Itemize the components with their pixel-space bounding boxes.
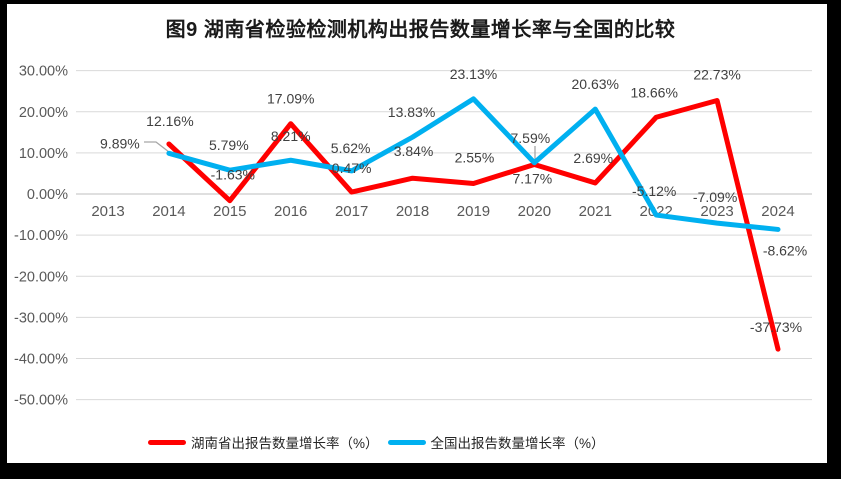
x-axis-tick-label: 2013: [91, 203, 124, 220]
y-axis-tick-label: 20.00%: [19, 105, 68, 121]
legend-hunan-label: 湖南省出报告数量增长率（%）: [191, 436, 379, 451]
data-point-label: 7.59%: [511, 130, 551, 146]
data-point-label: 0.47%: [332, 160, 372, 176]
x-axis-tick-label: 2020: [518, 203, 551, 220]
data-point-label: 12.16%: [146, 113, 193, 129]
y-axis-tick-label: 0.00%: [27, 187, 68, 203]
legend-hunan-line-swatch: [148, 439, 186, 445]
data-point-label: 2.69%: [573, 150, 613, 166]
data-point-label: -1.63%: [211, 167, 255, 183]
legend-national-label: 全国出报告数量增长率（%）: [430, 436, 605, 451]
data-point-label: 23.13%: [450, 66, 497, 82]
x-axis-tick-label: 2024: [761, 203, 794, 220]
data-point-label: -8.62%: [763, 242, 807, 258]
chart-title: 图9 湖南省检验检测机构出报告数量增长率与全国的比较: [165, 19, 676, 41]
chart-legend: 湖南省出报告数量增长率（%） 全国出报告数量增长率（%）: [148, 431, 614, 453]
x-axis-tick-label: 2023: [700, 203, 733, 220]
hunan-series-line: [166, 98, 781, 352]
y-axis-tick-label: -10.00%: [14, 228, 68, 244]
data-point-label: -37.73%: [750, 319, 802, 335]
data-point-label: 17.09%: [267, 91, 314, 107]
data-point-label: 2.55%: [455, 150, 495, 166]
y-axis-tick-label: 10.00%: [19, 146, 68, 162]
data-point-label: 13.83%: [388, 104, 435, 120]
y-axis-tick-label: -20.00%: [14, 269, 68, 285]
y-axis-tick-label: -40.00%: [14, 352, 68, 368]
x-axis-tick-label: 2021: [579, 203, 612, 220]
data-point-label: 20.63%: [572, 76, 619, 92]
data-point-label: 9.89%: [100, 135, 140, 151]
data-point-label: 18.66%: [630, 84, 677, 100]
legend-item-national: 全国出报告数量增长率（%）: [387, 432, 605, 452]
x-axis-tick-label: 2017: [335, 203, 368, 220]
data-label-leader-line: [144, 141, 170, 153]
y-axis-tick-label: -30.00%: [14, 310, 68, 326]
data-point-label: 22.73%: [693, 67, 740, 83]
x-axis-tick-label: 2019: [457, 203, 490, 220]
data-point-label: -7.09%: [693, 189, 737, 205]
x-axis-tick-label: 2015: [213, 203, 246, 220]
legend-national-line-swatch: [387, 439, 426, 445]
national-series-line: [166, 96, 781, 232]
x-axis-tick-label: 2014: [152, 203, 185, 220]
data-point-label: 3.84%: [394, 143, 434, 159]
data-point-label: -5.12%: [632, 183, 676, 199]
x-axis-tick-label: 2016: [274, 203, 307, 220]
data-point-label: 8.21%: [271, 128, 311, 144]
y-axis-tick-label: -50.00%: [14, 393, 68, 409]
data-point-label: 5.79%: [209, 137, 249, 153]
legend-item-hunan: 湖南省出报告数量增长率（%）: [148, 432, 379, 452]
data-point-label: 5.62%: [331, 140, 371, 156]
x-axis-tick-label: 2018: [396, 203, 429, 220]
chart-canvas: [7, 4, 827, 463]
y-axis-tick-label: 30.00%: [19, 64, 68, 80]
data-point-label: 7.17%: [513, 171, 553, 187]
